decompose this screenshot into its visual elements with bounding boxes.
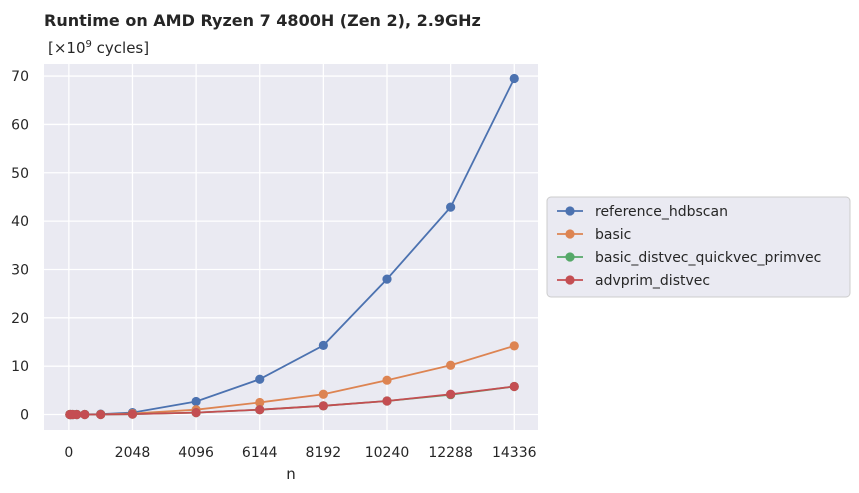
- data-point-advprim_distvec: [509, 381, 519, 392]
- grid-lines: [44, 64, 538, 430]
- data-point-advprim_distvec: [382, 396, 392, 406]
- data-point-advprim_distvec: [96, 409, 106, 420]
- data-point-advprim_distvec: [318, 401, 328, 411]
- data-point-reference_hdbscan: [255, 374, 265, 384]
- y-tick-label: 0: [20, 408, 29, 424]
- data-point-reference_hdbscan: [382, 274, 392, 284]
- data-point-reference_hdbscan: [191, 396, 201, 407]
- series-markers: [65, 73, 519, 420]
- legend-label-basic_distvec_quickvec_primvec: basic_distvec_quickvec_primvec: [595, 250, 821, 266]
- x-tick-label: 12288: [428, 445, 473, 461]
- legend-label-reference_hdbscan: reference_hdbscan: [595, 204, 728, 220]
- x-tick-label: 2048: [115, 445, 151, 461]
- y-tick-labels: 0 10 20 30 40 50 60 70: [11, 69, 29, 423]
- legend-marker-basic_distvec_quickvec_primvec: [565, 252, 575, 262]
- legend-label-advprim_distvec: advprim_distvec: [595, 273, 710, 289]
- x-axis-label: n: [286, 465, 296, 483]
- y-tick-label: 30: [11, 262, 29, 278]
- legend-marker-basic: [565, 229, 575, 239]
- chart-title: Runtime on AMD Ryzen 7 4800H (Zen 2), 2.…: [44, 11, 481, 30]
- x-tick-label: 10240: [365, 445, 410, 461]
- data-point-advprim_distvec: [127, 409, 138, 419]
- subtitle-suffix: cycles]: [92, 39, 149, 57]
- x-tick-label: 8192: [306, 445, 342, 461]
- data-point-reference_hdbscan: [509, 73, 519, 84]
- x-tick-label: 14336: [492, 445, 537, 461]
- legend-marker-advprim_distvec: [565, 275, 575, 285]
- data-point-basic: [446, 360, 456, 370]
- data-point-advprim_distvec: [72, 409, 82, 420]
- data-point-reference_hdbscan: [318, 340, 328, 350]
- y-tick-label: 40: [11, 214, 29, 230]
- y-tick-label: 50: [11, 166, 29, 182]
- x-tick-label: 4096: [178, 445, 214, 461]
- data-point-advprim_distvec: [191, 407, 201, 418]
- subtitle-prefix: [×10: [48, 39, 86, 57]
- x-tick-label: 0: [64, 445, 73, 461]
- x-tick-labels: 0 2048 4096 6144 8192 10240 12288 14336: [64, 445, 536, 461]
- y-tick-label: 60: [11, 117, 29, 133]
- x-tick-label: 6144: [242, 445, 278, 461]
- data-point-basic: [318, 389, 328, 399]
- y-tick-label: 10: [11, 359, 29, 375]
- data-point-advprim_distvec: [80, 409, 90, 420]
- legend-box: [546, 196, 851, 298]
- data-point-reference_hdbscan: [446, 202, 456, 212]
- data-point-basic: [509, 341, 519, 351]
- data-point-basic: [255, 397, 265, 408]
- legend-label-basic: basic: [595, 227, 631, 243]
- chart-subtitle: [×109 cycles]: [48, 39, 149, 57]
- y-tick-label: 20: [11, 311, 29, 327]
- y-tick-label: 70: [11, 69, 29, 85]
- plot-area: [44, 64, 538, 430]
- legend-marker-reference_hdbscan: [565, 206, 575, 216]
- data-point-advprim_distvec: [255, 405, 265, 415]
- subtitle-exponent: 9: [86, 39, 92, 50]
- data-point-basic: [382, 375, 392, 385]
- data-point-advprim_distvec: [446, 389, 456, 399]
